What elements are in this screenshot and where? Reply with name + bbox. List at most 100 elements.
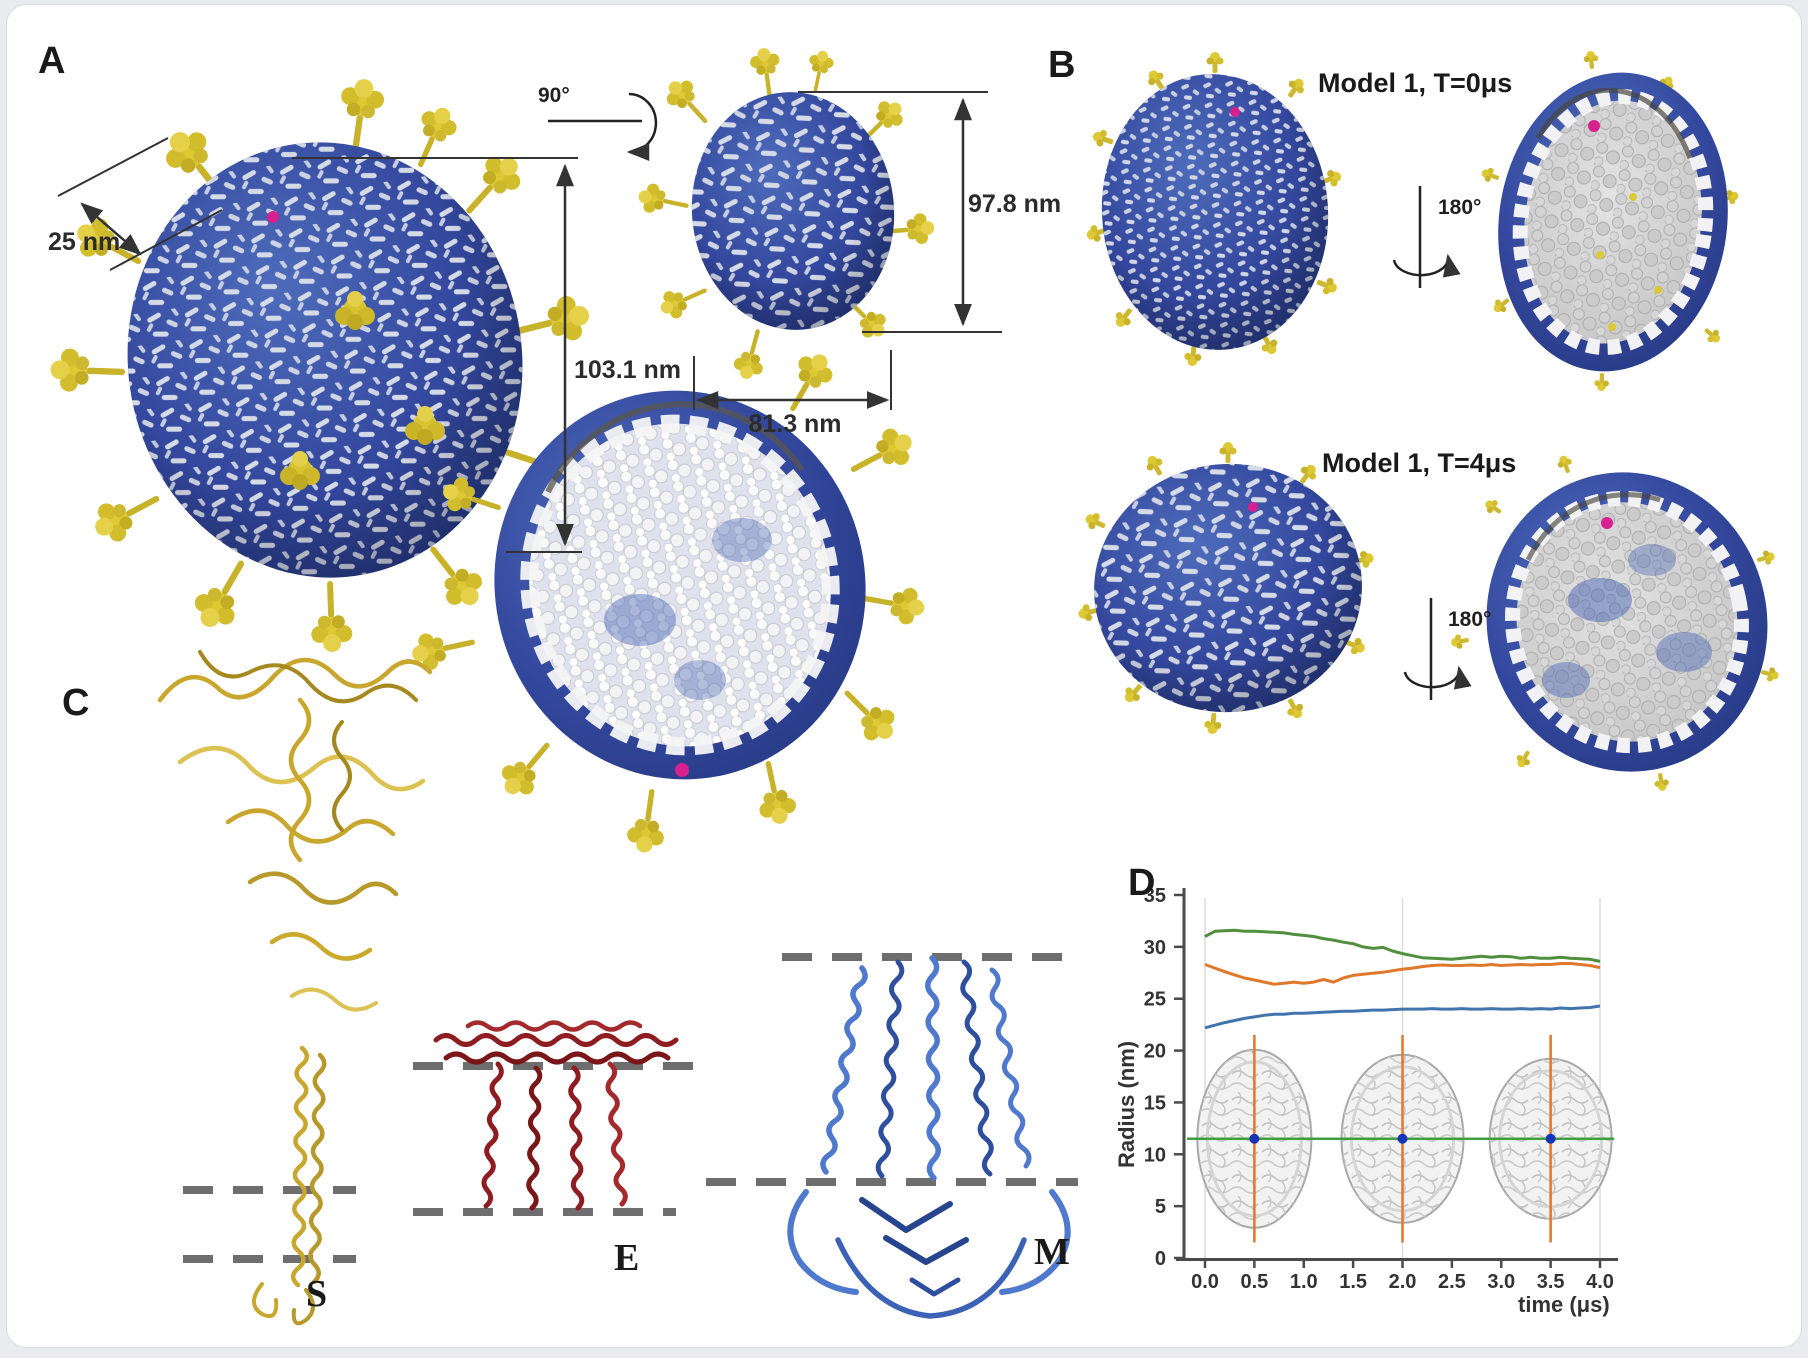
magenta-marker [1601, 517, 1613, 529]
magenta-marker [1248, 502, 1258, 512]
nub-icon [1219, 442, 1237, 463]
dimension-lines [57, 91, 1002, 553]
x-tick-label: 1.5 [1339, 1271, 1367, 1293]
nub-icon [1090, 127, 1116, 151]
spike-icon [857, 579, 928, 628]
membrane-dashed-lines [183, 953, 1078, 1263]
nub-icon [1755, 548, 1777, 568]
nub-icon [1282, 74, 1309, 102]
rotation-180-glyph-row2 [1403, 598, 1472, 700]
x-tick-label: 0.0 [1191, 1271, 1219, 1293]
center-dot [1397, 1133, 1408, 1144]
spike-icon [309, 580, 353, 653]
membrane-protein-label: M [1034, 1231, 1070, 1273]
spike-icon [624, 786, 671, 855]
rotated-height-dimension: 97.8 nm [968, 190, 1062, 218]
s-stalk-helix [307, 1052, 327, 1285]
e-helix [465, 1020, 643, 1032]
e-helix [526, 1065, 543, 1211]
nub-icon [1594, 372, 1610, 392]
nub-icon [1450, 632, 1471, 651]
nub-icon [1700, 323, 1724, 347]
nub-icon [1652, 771, 1671, 792]
nub-icon [1759, 664, 1781, 684]
panel-b-virion-t4 [1076, 442, 1376, 735]
y-tick-label: 5 [1155, 1196, 1166, 1218]
spike-icon [635, 181, 692, 221]
y-tick-label: 30 [1144, 937, 1166, 959]
y-axis-title: Radius (nm) [1114, 1040, 1139, 1168]
nub-icon [1203, 712, 1223, 735]
y-tick-label: 15 [1144, 1092, 1166, 1114]
rotation-180-glyph-row1 [1392, 186, 1461, 288]
spike-icon [730, 325, 773, 383]
rotation-180-label-row1: 180° [1438, 196, 1482, 219]
nub-icon [1082, 509, 1109, 535]
m-helix [820, 965, 868, 1175]
envelope-protein-label: E [614, 1237, 640, 1279]
spike-icon [402, 100, 463, 175]
magenta-marker [675, 763, 689, 777]
panel-a-letter: A [38, 40, 66, 82]
helix-layer [290, 955, 1032, 1288]
e-helix [433, 1033, 679, 1047]
e-helix [481, 1061, 504, 1209]
m-helix [925, 955, 941, 1181]
s-protein-ribbon [157, 650, 433, 1326]
panel-a-virion-cutaway [408, 346, 928, 855]
x-tick-label: 3.0 [1487, 1271, 1515, 1293]
s-stalk-helix [290, 1045, 310, 1288]
y-tick-label: 0 [1155, 1248, 1166, 1270]
magenta-marker [1588, 120, 1600, 132]
panel-a-virion-front [49, 76, 595, 653]
m-helix [960, 959, 994, 1177]
nub-icon [1142, 452, 1168, 480]
x-tick-label: 4.0 [1586, 1271, 1614, 1293]
rotation-90-label: 90° [538, 84, 570, 107]
e-helix [568, 1065, 585, 1211]
panel-a-virion-side [635, 46, 936, 383]
nub-icon [1313, 273, 1340, 298]
panel-d-letter: D [1128, 862, 1156, 904]
y-tick-label: 35 [1144, 885, 1166, 907]
nub-icon [1555, 453, 1576, 476]
spike-icon [749, 757, 800, 828]
panel-b-virion-t0 [1084, 52, 1344, 367]
nub-icon [1479, 165, 1502, 186]
nub-icon [1282, 695, 1307, 722]
magenta-marker [1230, 107, 1240, 117]
spike-icon [832, 678, 904, 750]
spike-icon [493, 731, 563, 805]
rotated-width-dimension: 81.3 nm [748, 410, 842, 438]
x-tick-label: 3.5 [1537, 1271, 1565, 1293]
rotation-180-label-row2: 180° [1448, 608, 1492, 631]
m-helix [989, 967, 1032, 1169]
center-dot [1249, 1133, 1260, 1144]
x-tick-label: 1.0 [1290, 1271, 1318, 1293]
spike-icon [186, 550, 262, 637]
m-helix [875, 959, 905, 1179]
model1-t4-title: Model 1, T=4μs [1322, 448, 1517, 478]
m-protein-beta-domain [787, 1189, 1071, 1319]
nub-icon [1481, 496, 1505, 519]
x-axis-title: time (μs) [1518, 1292, 1610, 1317]
rotation-90-glyph [548, 92, 658, 161]
spike-icon [748, 46, 785, 101]
magenta-marker [267, 211, 279, 223]
spike-icon [86, 479, 169, 549]
nub-icon [1513, 747, 1535, 771]
x-tick-label: 0.5 [1240, 1271, 1268, 1293]
orange-series-line [1204, 962, 1601, 986]
spike-protein-label: S [306, 1273, 328, 1315]
spike-icon [49, 347, 126, 394]
blue-series-line [1204, 1004, 1601, 1030]
nub-icon [1110, 303, 1138, 331]
spike-icon [802, 48, 836, 96]
x-tick-label: 2.5 [1438, 1271, 1466, 1293]
spike-icon [775, 346, 840, 421]
e-helix [443, 1051, 671, 1065]
radius-chart: 0 5 10 15 20 25 30 35 0.0 0.5 1.0 1.5 2.0 2.5 3.0 3.5 4.… [1144, 885, 1618, 1293]
y-tick-label: 20 [1144, 1041, 1166, 1063]
